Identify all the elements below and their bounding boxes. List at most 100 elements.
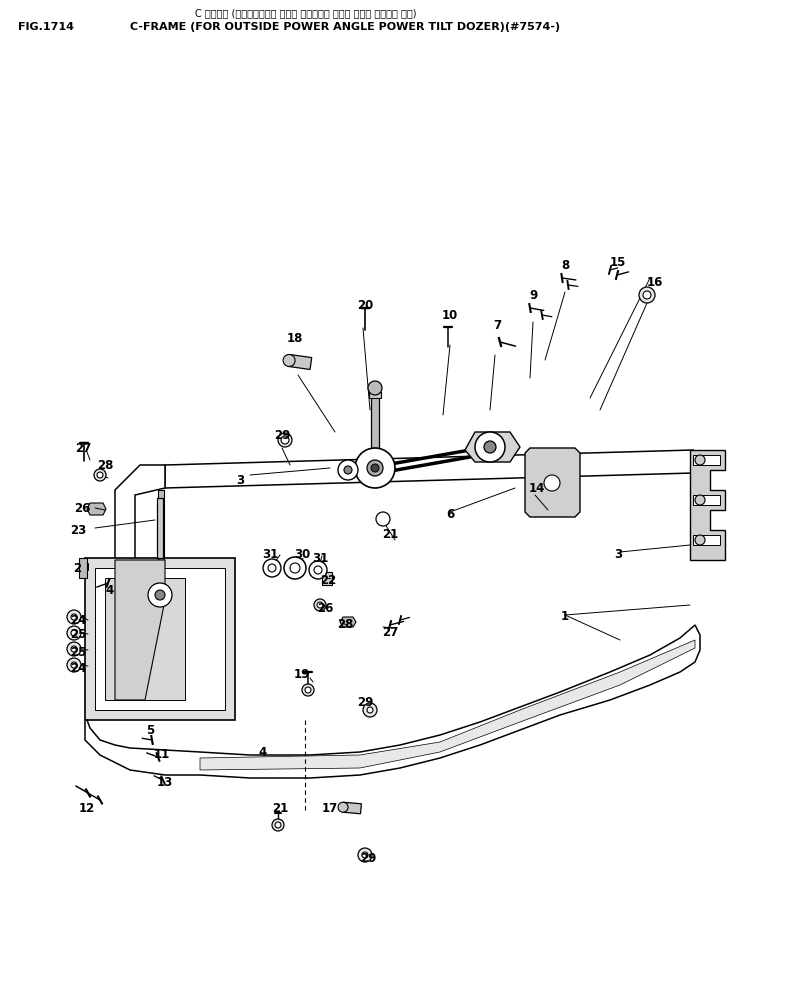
Text: C フレーム (アウトサイト゚ パワー アンク゚ル パワー チルト トーサー ヨコ): C フレーム (アウトサイト゚ パワー アンク゚ル パワー チルト トーサー ヨ… — [195, 8, 416, 18]
Text: 14: 14 — [529, 482, 545, 494]
Polygon shape — [85, 558, 235, 720]
Circle shape — [67, 626, 81, 640]
Polygon shape — [343, 802, 361, 814]
Polygon shape — [115, 560, 165, 700]
Text: 19: 19 — [294, 669, 310, 681]
Text: 29: 29 — [359, 852, 376, 864]
Text: 21: 21 — [382, 528, 398, 542]
Polygon shape — [158, 490, 164, 560]
Text: 8: 8 — [561, 258, 569, 272]
Text: 24: 24 — [70, 662, 86, 674]
Polygon shape — [105, 578, 185, 700]
Polygon shape — [85, 625, 700, 778]
Text: 6: 6 — [446, 508, 454, 521]
Text: 10: 10 — [442, 309, 458, 321]
Circle shape — [302, 684, 314, 696]
Text: 31: 31 — [312, 552, 328, 565]
Circle shape — [368, 381, 382, 395]
Polygon shape — [525, 448, 580, 517]
Circle shape — [67, 658, 81, 672]
Circle shape — [263, 559, 281, 577]
Text: FIG.1714: FIG.1714 — [18, 22, 74, 32]
Text: 27: 27 — [75, 441, 91, 455]
Polygon shape — [322, 572, 332, 585]
Polygon shape — [693, 455, 720, 465]
Text: 28: 28 — [97, 459, 113, 472]
Polygon shape — [340, 617, 356, 627]
Polygon shape — [371, 395, 379, 448]
Circle shape — [268, 564, 276, 572]
Circle shape — [317, 602, 323, 608]
Polygon shape — [165, 450, 693, 488]
Text: 1: 1 — [561, 610, 569, 623]
Polygon shape — [157, 498, 163, 558]
Polygon shape — [200, 640, 695, 770]
Text: 4: 4 — [259, 746, 267, 759]
Text: 18: 18 — [287, 331, 303, 344]
Polygon shape — [369, 392, 381, 398]
Text: 16: 16 — [647, 276, 663, 289]
Circle shape — [305, 687, 311, 693]
Text: 29: 29 — [357, 696, 373, 709]
Circle shape — [358, 848, 372, 862]
Text: 30: 30 — [294, 549, 310, 562]
Circle shape — [148, 583, 172, 607]
Circle shape — [695, 535, 705, 545]
Polygon shape — [95, 568, 225, 710]
Text: 12: 12 — [79, 801, 95, 815]
Polygon shape — [693, 495, 720, 505]
Circle shape — [367, 460, 383, 476]
Circle shape — [314, 566, 322, 574]
Circle shape — [290, 563, 300, 573]
Circle shape — [155, 590, 165, 600]
Circle shape — [283, 354, 295, 367]
Text: 26: 26 — [73, 501, 90, 514]
Circle shape — [338, 802, 348, 812]
Text: 2: 2 — [73, 562, 81, 575]
Text: 25: 25 — [70, 628, 86, 642]
Text: 17: 17 — [322, 801, 338, 815]
Text: 28: 28 — [337, 618, 353, 632]
Circle shape — [355, 448, 395, 488]
Text: 25: 25 — [70, 646, 86, 659]
Text: 3: 3 — [614, 549, 622, 562]
Circle shape — [475, 432, 505, 462]
Circle shape — [314, 599, 326, 611]
Text: 11: 11 — [154, 749, 170, 762]
Circle shape — [275, 822, 281, 828]
Circle shape — [376, 512, 390, 526]
Circle shape — [284, 557, 306, 579]
Circle shape — [278, 433, 292, 447]
Polygon shape — [115, 465, 165, 560]
Circle shape — [367, 707, 373, 713]
Circle shape — [71, 662, 77, 668]
Circle shape — [71, 630, 77, 636]
Text: 20: 20 — [357, 299, 373, 312]
Polygon shape — [465, 432, 520, 462]
Text: 9: 9 — [529, 289, 537, 302]
Text: 29: 29 — [274, 428, 290, 441]
Polygon shape — [87, 503, 106, 515]
Text: 31: 31 — [261, 549, 278, 562]
Text: 13: 13 — [157, 775, 173, 788]
Text: 4: 4 — [106, 584, 114, 596]
Circle shape — [67, 610, 81, 624]
Text: 3: 3 — [236, 474, 244, 487]
Circle shape — [639, 287, 655, 303]
Polygon shape — [690, 450, 725, 560]
Circle shape — [71, 614, 77, 620]
Circle shape — [643, 291, 651, 299]
Text: 22: 22 — [320, 574, 336, 586]
Circle shape — [71, 646, 77, 652]
Circle shape — [272, 819, 284, 831]
Circle shape — [94, 469, 106, 481]
Circle shape — [344, 466, 352, 474]
Circle shape — [371, 464, 379, 472]
Circle shape — [544, 475, 560, 491]
Circle shape — [695, 455, 705, 465]
Circle shape — [309, 561, 327, 579]
Text: 24: 24 — [70, 613, 86, 626]
Circle shape — [67, 642, 81, 656]
Text: C-FRAME (FOR OUTSIDE POWER ANGLE POWER TILT DOZER)(#7574-): C-FRAME (FOR OUTSIDE POWER ANGLE POWER T… — [130, 22, 560, 32]
Text: 5: 5 — [146, 724, 154, 737]
